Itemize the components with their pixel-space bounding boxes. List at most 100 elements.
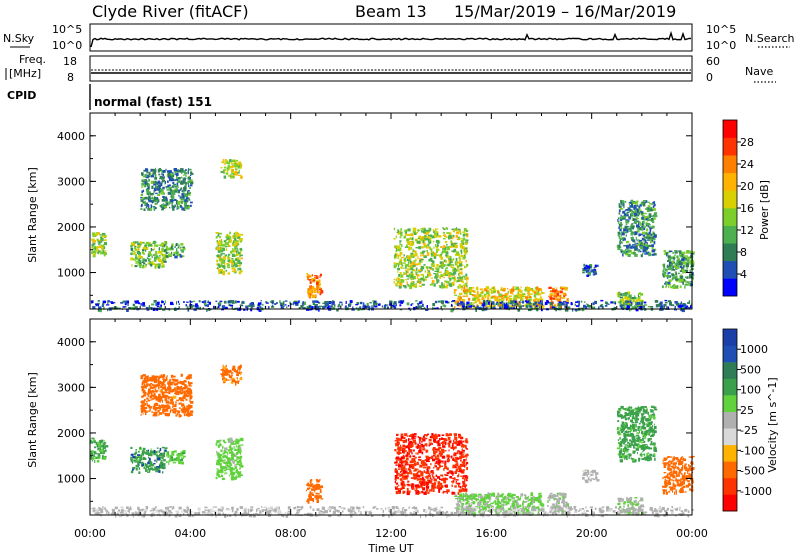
data-cell [141, 190, 143, 193]
data-cell [678, 305, 681, 308]
data-cell [93, 243, 96, 245]
data-cell [279, 300, 281, 303]
data-cell [505, 293, 508, 296]
data-cell [123, 301, 126, 303]
data-cell [674, 266, 676, 268]
data-cell [132, 461, 133, 464]
data-cell [671, 266, 673, 269]
data-cell [207, 304, 209, 307]
colorbar-tick-label: 4 [740, 268, 747, 281]
data-cell [95, 234, 99, 236]
data-cell [557, 298, 559, 300]
data-cell [454, 278, 457, 280]
data-cell [646, 236, 648, 239]
data-cell [239, 468, 241, 470]
data-cell [461, 252, 462, 255]
data-cell [626, 209, 628, 211]
data-cell [92, 248, 94, 249]
data-cell [447, 228, 448, 229]
data-cell [536, 308, 538, 311]
data-cell [93, 455, 95, 457]
data-cell [646, 233, 649, 235]
data-cell [498, 294, 502, 297]
data-cell [434, 235, 437, 238]
data-cell [158, 181, 161, 184]
data-cell [162, 207, 165, 209]
data-cell [461, 303, 464, 306]
data-cell [148, 251, 151, 254]
data-cell [540, 296, 542, 298]
data-cell [525, 296, 528, 299]
data-cell [310, 479, 312, 481]
data-cell [431, 278, 433, 279]
data-cell [667, 260, 669, 262]
data-cell [174, 184, 176, 185]
data-cell [411, 271, 413, 272]
data-cell [171, 375, 173, 378]
data-cell [150, 462, 152, 465]
data-cell [225, 462, 228, 464]
data-cell [451, 275, 453, 277]
data-cell [169, 397, 173, 398]
data-cell [95, 303, 98, 305]
data-cell [563, 297, 565, 298]
data-cell [415, 273, 416, 275]
data-cell [322, 303, 324, 304]
data-cell [654, 215, 657, 217]
data-cell [436, 251, 438, 253]
data-cell [222, 305, 225, 308]
data-cell [637, 239, 638, 241]
data-cell [643, 200, 646, 201]
data-cell [168, 385, 170, 387]
data-cell [411, 284, 414, 286]
data-cell [664, 250, 666, 253]
data-cell [166, 252, 168, 254]
data-cell [154, 177, 157, 180]
data-cell [94, 458, 95, 460]
data-cell [240, 474, 243, 476]
data-cell [507, 288, 508, 289]
data-cell [234, 450, 238, 452]
data-cell [144, 209, 146, 212]
data-cell [231, 449, 232, 452]
data-cell [424, 229, 426, 232]
data-cell [436, 281, 438, 284]
data-cell [654, 212, 657, 215]
data-cell [144, 199, 145, 200]
data-cell [628, 254, 631, 257]
data-cell [215, 301, 217, 302]
data-cell [682, 252, 686, 254]
data-cell [193, 305, 194, 307]
data-cell [408, 277, 409, 279]
data-cell [231, 372, 232, 374]
data-cell [146, 383, 149, 385]
data-cell [624, 214, 626, 216]
data-cell [405, 258, 406, 260]
ytick-label: 2000 [57, 221, 85, 234]
data-cell [97, 252, 99, 254]
data-cell [318, 493, 320, 494]
data-cell [166, 169, 167, 171]
data-cell [105, 445, 108, 447]
data-cell [559, 297, 561, 299]
data-cell [501, 301, 503, 303]
data-cell [184, 410, 187, 412]
data-cell [446, 232, 450, 234]
data-cell [173, 462, 176, 463]
data-cell [232, 171, 235, 173]
data-cell [181, 182, 184, 185]
data-cell [515, 303, 518, 305]
data-cell [423, 281, 424, 282]
data-cell [137, 246, 140, 248]
data-cell [673, 257, 675, 259]
data-cell [146, 242, 149, 244]
data-cell [396, 255, 397, 256]
data-cell [651, 207, 653, 209]
data-cell [308, 484, 310, 486]
data-cell [483, 300, 485, 303]
data-cell [180, 199, 183, 201]
data-cell [550, 297, 553, 300]
data-cell [153, 200, 155, 202]
